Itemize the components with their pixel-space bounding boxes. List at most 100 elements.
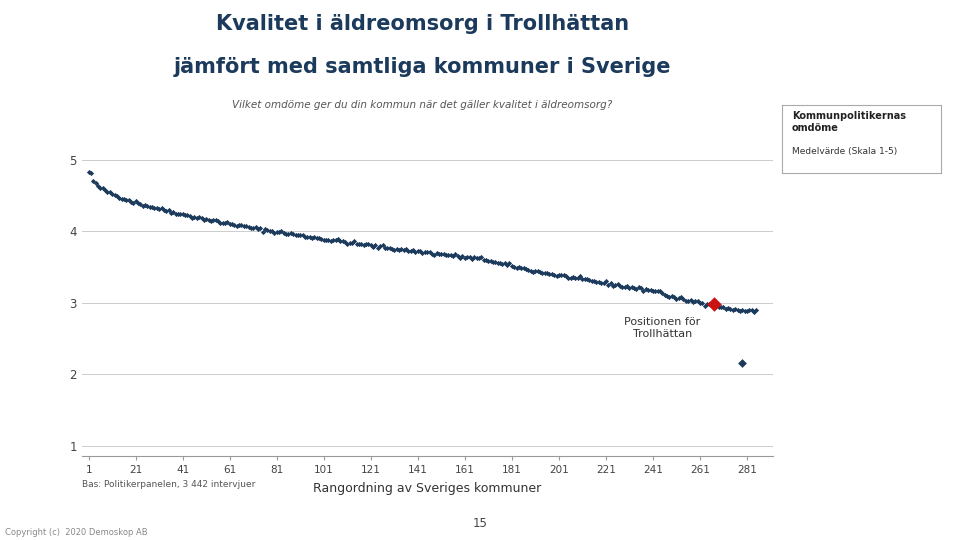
Text: Vilket omdöme ger du din kommun när det gäller kvalitet i äldreomsorg?: Vilket omdöme ger du din kommun när det …: [232, 100, 612, 110]
Point: [634, 284, 649, 293]
Point: [455, 252, 470, 261]
Point: [655, 289, 670, 298]
Point: [695, 298, 710, 307]
Point: [264, 227, 279, 235]
Point: [290, 230, 305, 239]
Point: [720, 303, 735, 312]
Point: [742, 306, 757, 315]
Point: [424, 250, 440, 259]
Point: [434, 250, 449, 259]
Point: [744, 305, 759, 314]
Point: [175, 210, 190, 218]
Point: [220, 218, 235, 227]
Point: [504, 261, 519, 270]
Point: [403, 247, 419, 255]
Point: [410, 247, 425, 255]
Point: [544, 269, 560, 278]
Point: [189, 213, 204, 222]
Point: [660, 292, 675, 300]
Point: [558, 272, 573, 280]
Point: [528, 267, 543, 276]
Text: Medelvärde (Skala 1-5): Medelvärde (Skala 1-5): [792, 147, 898, 156]
Point: [572, 272, 588, 280]
Point: [95, 184, 110, 192]
Point: [293, 231, 308, 240]
Point: [241, 222, 256, 231]
Point: [476, 255, 492, 264]
Point: [645, 287, 660, 295]
Point: [546, 270, 562, 279]
Point: [584, 277, 599, 286]
Point: [481, 256, 496, 265]
Point: [439, 251, 454, 260]
Point: [692, 299, 708, 307]
Point: [664, 291, 680, 300]
Point: [274, 227, 289, 235]
Point: [142, 203, 157, 212]
Point: [349, 239, 365, 248]
Point: [210, 217, 226, 225]
Point: [473, 253, 489, 262]
Point: [366, 242, 381, 251]
Point: [614, 282, 630, 291]
Point: [314, 234, 329, 243]
Point: [196, 216, 211, 225]
Point: [184, 213, 200, 222]
Point: [443, 251, 458, 260]
Point: [678, 297, 693, 306]
Point: [636, 287, 651, 295]
Point: [236, 222, 252, 231]
Point: [582, 276, 597, 285]
Point: [537, 268, 552, 277]
Point: [629, 285, 644, 293]
Point: [666, 293, 682, 302]
Point: [392, 246, 407, 254]
Point: [450, 252, 466, 260]
Point: [90, 182, 106, 191]
Point: [222, 220, 237, 228]
Point: [345, 239, 360, 247]
Point: [610, 280, 625, 288]
Point: [570, 274, 586, 282]
Point: [627, 284, 642, 292]
Point: [612, 281, 628, 290]
Point: [713, 303, 729, 312]
Point: [690, 297, 706, 306]
Point: [563, 274, 578, 282]
Point: [441, 251, 456, 259]
Point: [413, 246, 428, 255]
Point: [640, 286, 656, 295]
Point: [182, 212, 198, 220]
Point: [248, 222, 263, 231]
Point: [191, 213, 206, 221]
Point: [518, 265, 534, 273]
Point: [295, 231, 310, 239]
Point: [420, 248, 435, 256]
Point: [201, 215, 216, 224]
Point: [180, 211, 195, 220]
Point: [661, 293, 677, 301]
Point: [525, 268, 540, 276]
Point: [116, 194, 132, 203]
Point: [398, 244, 414, 253]
Point: [711, 302, 727, 311]
Point: [608, 281, 623, 289]
Point: [319, 235, 334, 244]
Point: [238, 221, 253, 230]
Point: [400, 247, 416, 255]
Point: [324, 237, 339, 245]
Point: [707, 300, 722, 308]
Point: [447, 250, 463, 259]
Point: [288, 231, 303, 239]
Point: [276, 229, 292, 238]
Point: [676, 294, 691, 303]
Point: [302, 233, 318, 241]
Point: [512, 263, 527, 272]
Point: [554, 271, 569, 280]
Point: [452, 253, 468, 262]
Point: [161, 206, 177, 215]
Point: [426, 251, 442, 259]
Point: [126, 198, 141, 207]
Point: [541, 270, 557, 279]
Point: [540, 268, 555, 277]
